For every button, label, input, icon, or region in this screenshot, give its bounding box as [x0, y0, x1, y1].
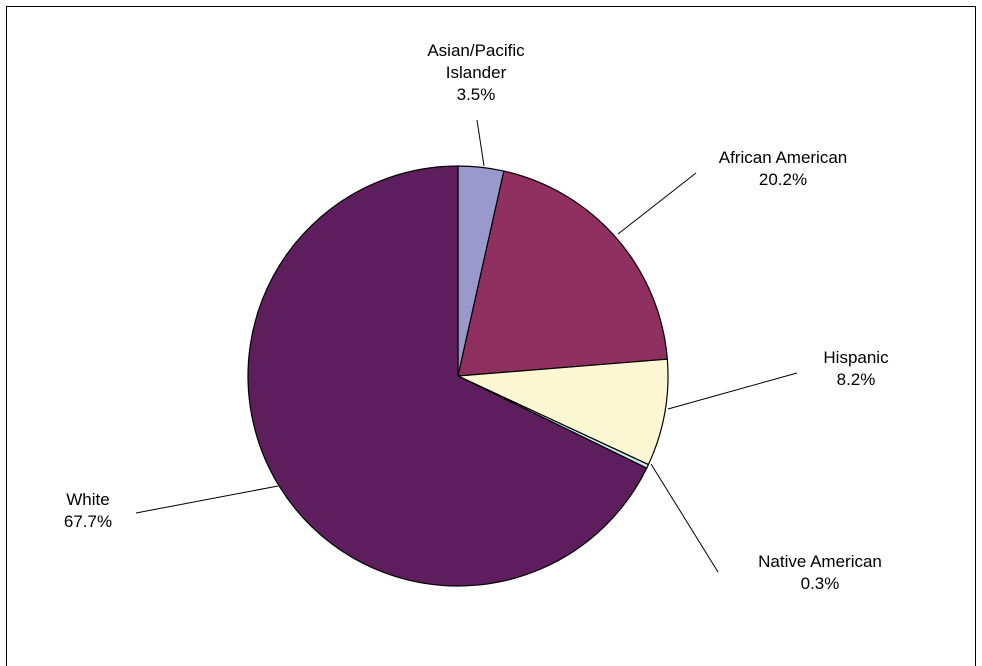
slice-label-white: White 67.7% [64, 490, 112, 531]
pie-slices [247, 165, 669, 587]
slice-label-asian-pacific-islander: Asian/Pacific Islander 3.5% [427, 41, 525, 104]
slice-label-value: 8.2% [837, 370, 876, 389]
leader-line-white [135, 485, 279, 514]
chart-frame [6, 6, 976, 666]
slice-label-category: White [66, 490, 109, 509]
slice-label-native-american: Native American 0.3% [758, 552, 882, 593]
leader-line-asian-pacific-islander [476, 119, 485, 167]
slice-label-category: Asian/Pacific [427, 41, 525, 60]
slice-labels: Asian/Pacific Islander 3.5% African America… [64, 41, 889, 593]
leader-line-african-american [617, 172, 697, 235]
pie-slice-white [247, 165, 648, 587]
leader-line-native-american [650, 463, 719, 573]
pie-slice-hispanic [457, 358, 669, 466]
slice-label-hispanic: Hispanic 8.2% [823, 348, 889, 389]
leader-lines [135, 119, 798, 573]
slice-label-value: 20.2% [759, 170, 807, 189]
slice-label-african-american: African American 20.2% [719, 148, 848, 189]
slice-label-value: 0.3% [801, 574, 840, 593]
slice-label-value: 3.5% [457, 85, 496, 104]
slice-label-category: Hispanic [823, 348, 889, 367]
pie-slice-african-american [457, 170, 668, 377]
slice-label-category: African American [719, 148, 848, 167]
slice-label-value: 67.7% [64, 512, 112, 531]
leader-line-hispanic [667, 372, 798, 410]
slice-label-category: Native American [758, 552, 882, 571]
slice-label-category: Islander [446, 63, 507, 82]
